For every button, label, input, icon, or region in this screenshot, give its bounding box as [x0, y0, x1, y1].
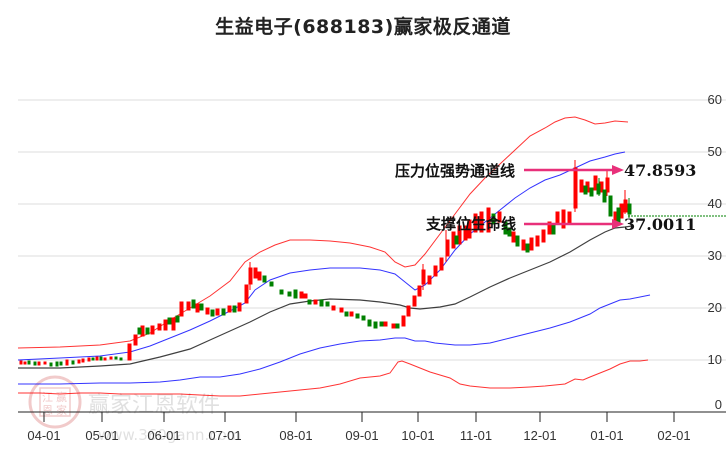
x-tick-label: 06-01: [147, 428, 180, 443]
lower-outer-band: [18, 359, 649, 397]
x-tick-label: 07-01: [208, 428, 241, 443]
watermark-logo-icon: [28, 375, 82, 429]
resistance-value: 47.8593: [624, 161, 696, 180]
x-tick-label: 12-01: [523, 428, 556, 443]
x-tick-label: 05-01: [85, 428, 118, 443]
y-tick-label: 60: [708, 92, 722, 107]
watermark-url: www.360gann.com: [98, 426, 241, 444]
y-axis: 60 50 40 30 20 10 0: [708, 92, 722, 412]
chart-title: 生益电子(688183)赢家极反通道: [215, 16, 511, 38]
y-tick-label: 10: [708, 352, 722, 367]
x-tick-label: 08-01: [279, 428, 312, 443]
x-tick-label: 11-01: [460, 428, 492, 443]
svg-text:江: 江: [42, 391, 53, 404]
resistance-arrow-head-icon: [612, 165, 624, 175]
x-tick-label: 01-01: [590, 428, 623, 443]
x-tick-label: 04-01: [27, 428, 60, 443]
y-tick-label: 20: [708, 300, 722, 315]
y-tick-label: 40: [708, 196, 722, 211]
svg-text:家: 家: [56, 403, 67, 417]
svg-text:恩: 恩: [42, 404, 53, 417]
y-tick-label: 0: [715, 397, 722, 412]
y-tick-label: 50: [708, 144, 722, 159]
x-axis: [18, 411, 726, 422]
watermark: 江 赢 恩 家 赢家江恩软件 www.360gann.com: [28, 375, 241, 444]
candlesticks: [19, 160, 632, 367]
support-label: 支撑位生命线: [425, 215, 516, 233]
y-tick-label: 30: [708, 248, 722, 263]
watermark-brand: 赢家江恩软件: [88, 393, 220, 418]
middle-line: [18, 225, 633, 369]
x-tick-label: 09-01: [345, 428, 378, 443]
support-arrow-head-icon: [612, 219, 624, 229]
gridlines: [18, 99, 726, 361]
x-tick-label: 10-01: [401, 428, 434, 443]
upper-inner-band: [17, 151, 626, 361]
support-value: 37.0011: [624, 215, 696, 234]
resistance-annotation: 压力位强势通道线 47.8593: [395, 161, 696, 180]
resistance-label: 压力位强势通道线: [395, 162, 515, 180]
support-annotation: 支撑位生命线 37.0011: [425, 215, 696, 234]
lower-inner-band: [18, 294, 651, 385]
x-axis-labels: 04-01 05-01 06-01 07-01 08-01 09-01 10-0…: [27, 428, 690, 443]
svg-text:赢: 赢: [56, 390, 67, 404]
x-tick-label: 02-01: [657, 428, 690, 443]
